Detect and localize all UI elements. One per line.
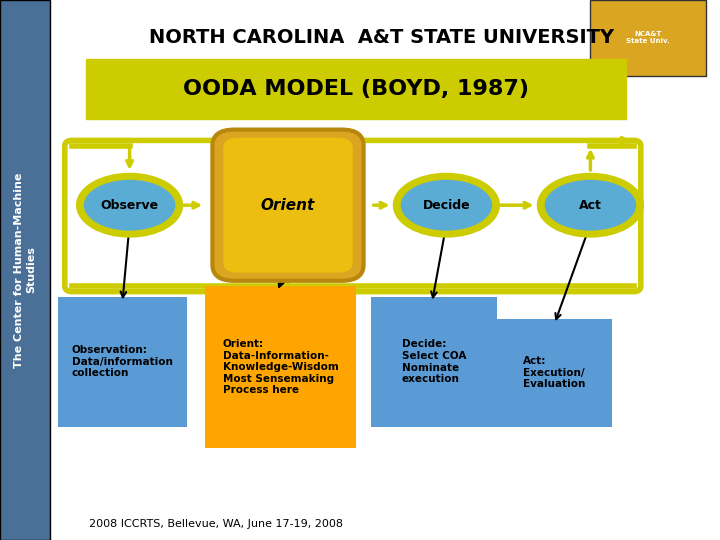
FancyBboxPatch shape: [58, 297, 187, 427]
FancyBboxPatch shape: [223, 138, 353, 273]
FancyBboxPatch shape: [86, 59, 626, 119]
Ellipse shape: [83, 179, 176, 232]
FancyBboxPatch shape: [590, 0, 706, 76]
FancyBboxPatch shape: [497, 319, 612, 427]
Text: Observe: Observe: [101, 199, 158, 212]
FancyBboxPatch shape: [0, 0, 50, 540]
Text: NCA&T
State Univ.: NCA&T State Univ.: [626, 31, 670, 44]
Ellipse shape: [400, 179, 493, 232]
Ellipse shape: [538, 174, 643, 237]
Text: Act: Act: [579, 199, 602, 212]
Text: Decide:
Select COA
Nominate
execution: Decide: Select COA Nominate execution: [402, 340, 466, 384]
Text: Act:
Execution/
Evaluation: Act: Execution/ Evaluation: [523, 356, 585, 389]
FancyBboxPatch shape: [371, 297, 497, 427]
Text: Orient: Orient: [261, 198, 315, 213]
Text: OODA MODEL (BOYD, 1987): OODA MODEL (BOYD, 1987): [184, 79, 529, 99]
Text: NORTH CAROLINA  A&T STATE UNIVERSITY: NORTH CAROLINA A&T STATE UNIVERSITY: [149, 28, 614, 48]
FancyBboxPatch shape: [212, 130, 364, 281]
Ellipse shape: [78, 174, 181, 237]
Text: Observation:
Data/information
collection: Observation: Data/information collection: [72, 345, 173, 379]
FancyBboxPatch shape: [205, 286, 356, 448]
Text: 2008 ICCRTS, Bellevue, WA, June 17-19, 2008: 2008 ICCRTS, Bellevue, WA, June 17-19, 2…: [89, 519, 343, 529]
Text: Orient:
Data-Information-
Knowledge-Wisdom
Most Sensemaking
Process here: Orient: Data-Information- Knowledge-Wisd…: [223, 339, 338, 395]
Ellipse shape: [544, 179, 637, 232]
Text: Decide: Decide: [423, 199, 470, 212]
Ellipse shape: [395, 174, 498, 237]
Text: The Center for Human-Machine
Studies: The Center for Human-Machine Studies: [14, 172, 36, 368]
